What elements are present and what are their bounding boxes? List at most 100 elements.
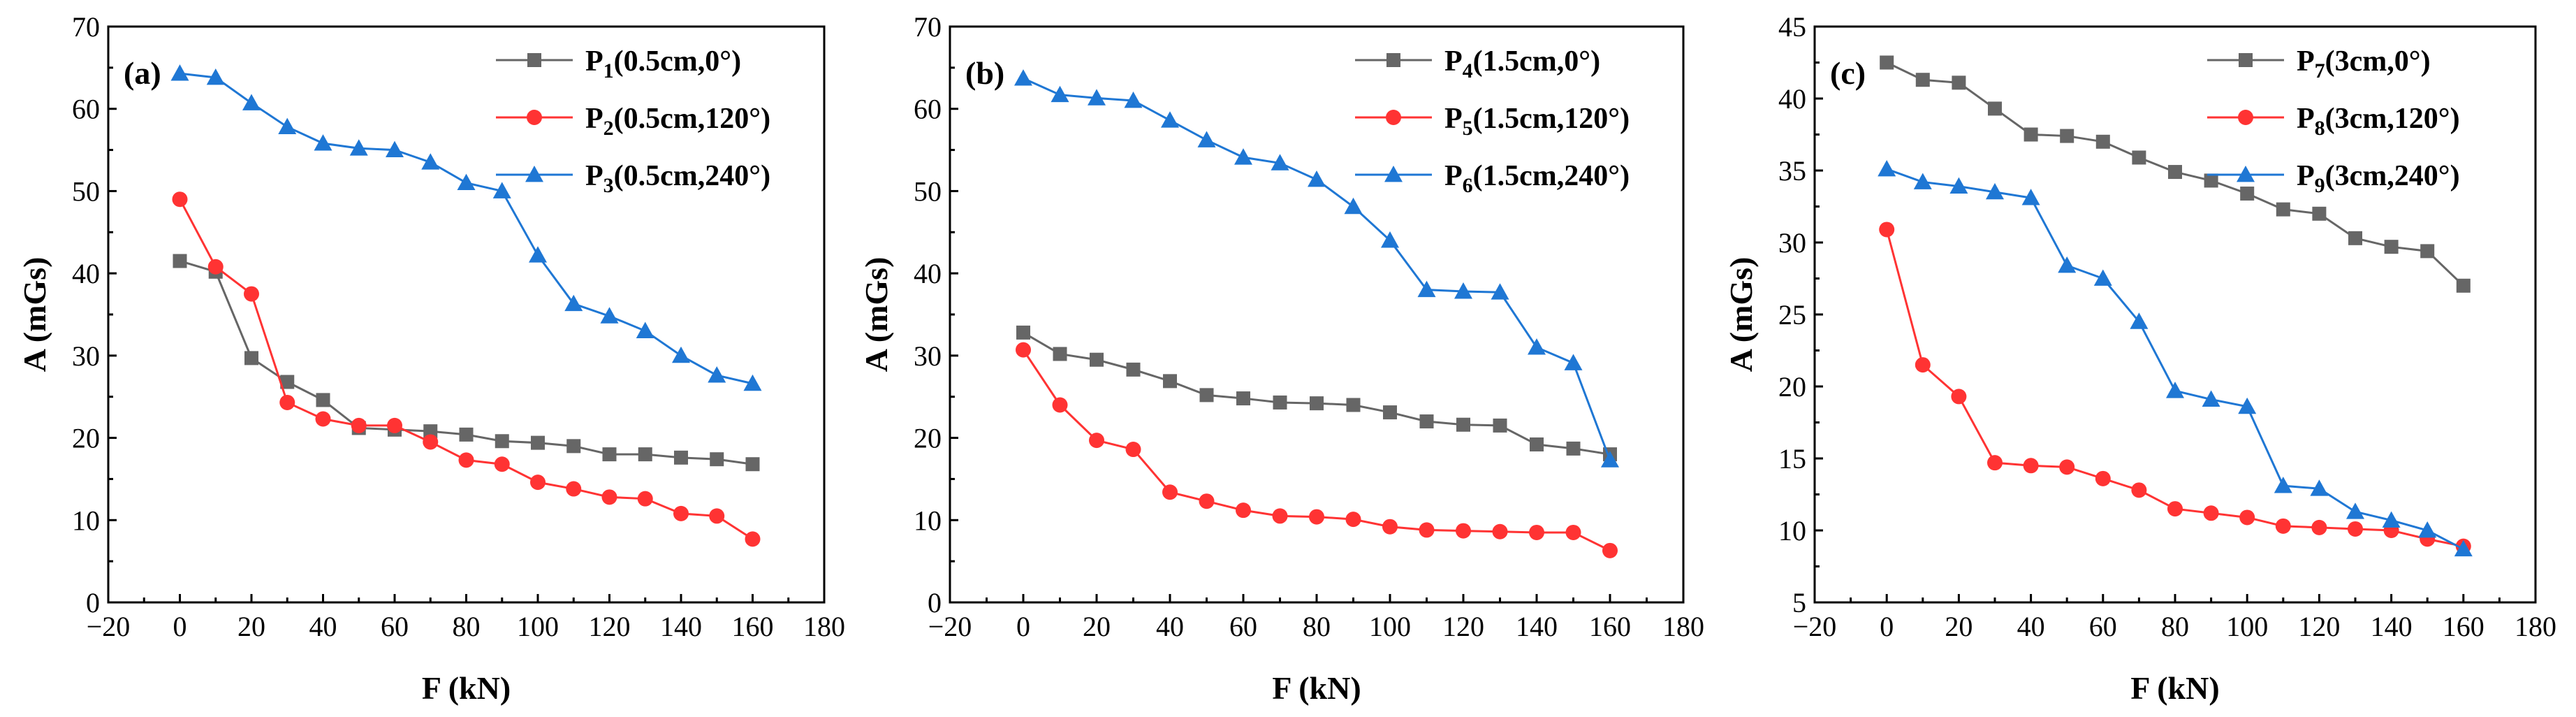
legend-item: P7(3cm,0°) [2207, 45, 2431, 82]
legend-swatch-marker [527, 53, 541, 67]
data-point [1345, 512, 1361, 528]
legend-item: P9(3cm,240°) [2207, 160, 2460, 197]
x-tick-label: 120 [2298, 611, 2340, 642]
data-point [2132, 150, 2146, 165]
data-point [278, 117, 297, 135]
data-point [1310, 396, 1324, 411]
data-point [421, 153, 440, 170]
legend-item: P4(1.5cm,0°) [1355, 45, 1600, 82]
legend-label: P4(1.5cm,0°) [1444, 45, 1600, 82]
x-tick-label: 60 [2089, 611, 2117, 642]
data-point [600, 307, 619, 324]
data-point [1346, 398, 1361, 412]
data-point [494, 456, 510, 472]
data-point [1454, 282, 1472, 299]
y-tick-label: 60 [72, 94, 100, 125]
data-point [1016, 342, 1031, 358]
data-point [530, 475, 546, 491]
x-tick-label: 80 [1303, 611, 1331, 642]
x-tick-label: 100 [1369, 611, 1411, 642]
x-tick-label: 0 [1016, 611, 1030, 642]
data-point [2238, 397, 2257, 414]
data-point [351, 417, 367, 433]
x-tick-label: −20 [87, 611, 131, 642]
legend-swatch-marker [1386, 53, 1400, 67]
data-point [1197, 131, 1216, 147]
y-tick-label: 0 [86, 587, 100, 618]
y-tick-label: 60 [914, 94, 942, 125]
data-point [1915, 357, 1931, 373]
data-point [170, 64, 189, 81]
x-tick-label: 140 [660, 611, 702, 642]
data-point [566, 481, 582, 497]
data-point [314, 134, 332, 151]
data-point [2131, 482, 2147, 498]
data-point [1199, 388, 1214, 403]
series-line [1886, 168, 2464, 551]
data-point [386, 140, 404, 157]
legend-label: P6(1.5cm,240°) [1444, 160, 1630, 197]
legend-label: P9(3cm,240°) [2297, 160, 2460, 197]
x-tick-label: 20 [237, 611, 265, 642]
x-tick-label: 40 [309, 611, 337, 642]
data-point [207, 259, 224, 275]
data-point [2024, 127, 2038, 142]
series-P7 [1880, 55, 2471, 293]
data-point [708, 366, 726, 383]
y-tick-label: 10 [72, 505, 100, 536]
legend-item: P5(1.5cm,120°) [1355, 103, 1630, 140]
data-point [1163, 374, 1177, 389]
data-point [1564, 354, 1583, 370]
y-tick-label: 40 [1778, 83, 1806, 115]
x-tick-label: 60 [381, 611, 409, 642]
data-point [529, 246, 547, 263]
y-axis-title-c: A (mGs) [1723, 257, 1759, 372]
y-tick-label: 15 [1778, 443, 1806, 475]
data-point [1382, 519, 1398, 535]
data-point [1986, 182, 2004, 200]
data-point [743, 374, 762, 391]
data-point [172, 191, 188, 208]
x-tick-label: 160 [2443, 611, 2484, 642]
panel-label-b: (b) [965, 55, 1004, 91]
data-point [2130, 312, 2149, 329]
x-tick-label: 60 [1229, 611, 1257, 642]
data-point [602, 447, 617, 462]
x-tick-label: 140 [1516, 611, 1558, 642]
data-point [673, 505, 689, 521]
data-point [2023, 458, 2039, 474]
data-point [2059, 459, 2075, 475]
y-tick-label: 30 [914, 340, 942, 372]
data-point [2276, 202, 2290, 217]
data-point [495, 434, 509, 449]
data-point [1014, 69, 1032, 86]
x-axis-title-a: F (kN) [422, 670, 511, 706]
series-P2 [172, 191, 761, 547]
data-point [1565, 524, 1581, 540]
data-point [1566, 441, 1581, 456]
y-tick-label: 50 [914, 175, 942, 207]
series-line [179, 198, 754, 540]
data-point [638, 447, 652, 462]
data-point [745, 457, 760, 472]
data-point [1089, 433, 1104, 449]
data-point [206, 68, 225, 85]
series-line [1023, 331, 1611, 456]
legend-label: P3(0.5cm,240°) [585, 160, 770, 197]
y-tick-label: 25 [1778, 299, 1806, 331]
data-point [1949, 177, 1968, 194]
data-point [349, 139, 368, 156]
data-point [1530, 437, 1544, 451]
y-tick-label: 40 [914, 258, 942, 289]
data-point [1051, 85, 1069, 103]
x-tick-label: 160 [732, 611, 774, 642]
legend-c: P7(3cm,0°) P8(3cm,120°) P9(3cm,240°) [2207, 45, 2460, 197]
chart-panel-c: −20 0 20 40 60 80 100 120 140 160 180 5 10 15 20 25 30 35… [1723, 11, 2556, 706]
y-tick-label: 20 [1778, 371, 1806, 403]
legend-item: P3(0.5cm,240°) [496, 160, 770, 197]
data-point [1381, 231, 1399, 248]
data-point [2420, 244, 2435, 259]
data-point [1383, 405, 1397, 420]
y-tick-label: 35 [1778, 155, 1806, 187]
